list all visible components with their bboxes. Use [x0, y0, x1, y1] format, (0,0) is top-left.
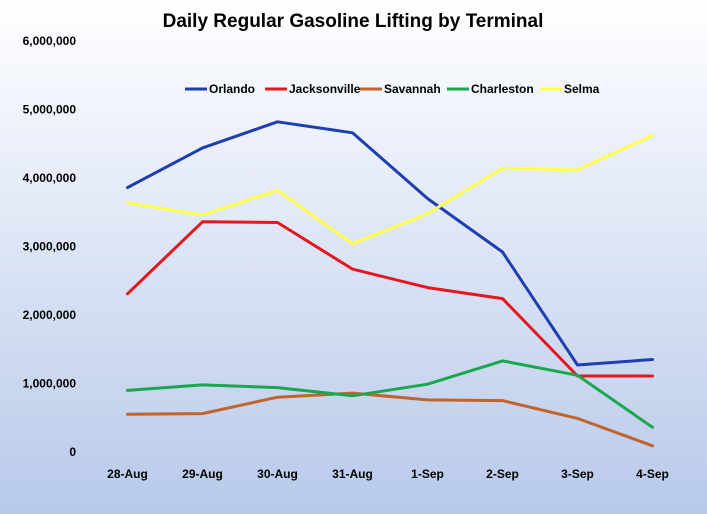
- legend-item-savannah: Savannah: [360, 82, 441, 96]
- legend-item-jacksonville: Jacksonville: [265, 82, 361, 96]
- series-line-orlando: [126, 120, 654, 367]
- y-tick-label: 2,000,000: [23, 308, 77, 322]
- x-tick-label: 28-Aug: [107, 467, 148, 481]
- series-lines: [126, 120, 654, 448]
- x-axis: 28-Aug 29-Aug 30-Aug 31-Aug 1-Sep 2-Sep 3-Sep 4…: [107, 467, 669, 481]
- x-tick-label: 30-Aug: [257, 467, 298, 481]
- y-tick-label: 6,000,000: [23, 34, 77, 48]
- legend-item-orlando: Orlando: [185, 82, 255, 96]
- series-line-selma: [126, 134, 654, 246]
- x-tick-label: 2-Sep: [486, 467, 519, 481]
- series-line-savannah: [126, 391, 654, 448]
- legend-label: Jacksonville: [289, 82, 361, 96]
- legend: Orlando Jacksonville Savannah Charleston Sel…: [185, 82, 600, 96]
- y-tick-label: 3,000,000: [23, 240, 77, 254]
- y-tick-label: 5,000,000: [23, 103, 77, 117]
- y-tick-label: 1,000,000: [23, 377, 77, 391]
- series-line-charleston: [126, 359, 654, 429]
- legend-label: Selma: [564, 82, 600, 96]
- legend-label: Orlando: [209, 82, 255, 96]
- legend-label: Savannah: [384, 82, 441, 96]
- x-tick-label: 3-Sep: [561, 467, 594, 481]
- x-tick-label: 31-Aug: [332, 467, 373, 481]
- y-axis: 0 1,000,000 2,000,000 3,000,000 4,000,000 5,0…: [23, 34, 77, 459]
- legend-item-selma: Selma: [540, 82, 600, 96]
- legend-label: Charleston: [471, 82, 534, 96]
- x-tick-label: 29-Aug: [182, 467, 223, 481]
- x-tick-label: 1-Sep: [411, 467, 444, 481]
- series-line-jacksonville: [126, 220, 654, 378]
- legend-item-charleston: Charleston: [447, 82, 534, 96]
- y-tick-label: 0: [69, 445, 76, 459]
- chart-title: Daily Regular Gasoline Lifting by Termin…: [163, 11, 544, 32]
- x-tick-label: 4-Sep: [636, 467, 669, 481]
- y-tick-label: 4,000,000: [23, 171, 77, 185]
